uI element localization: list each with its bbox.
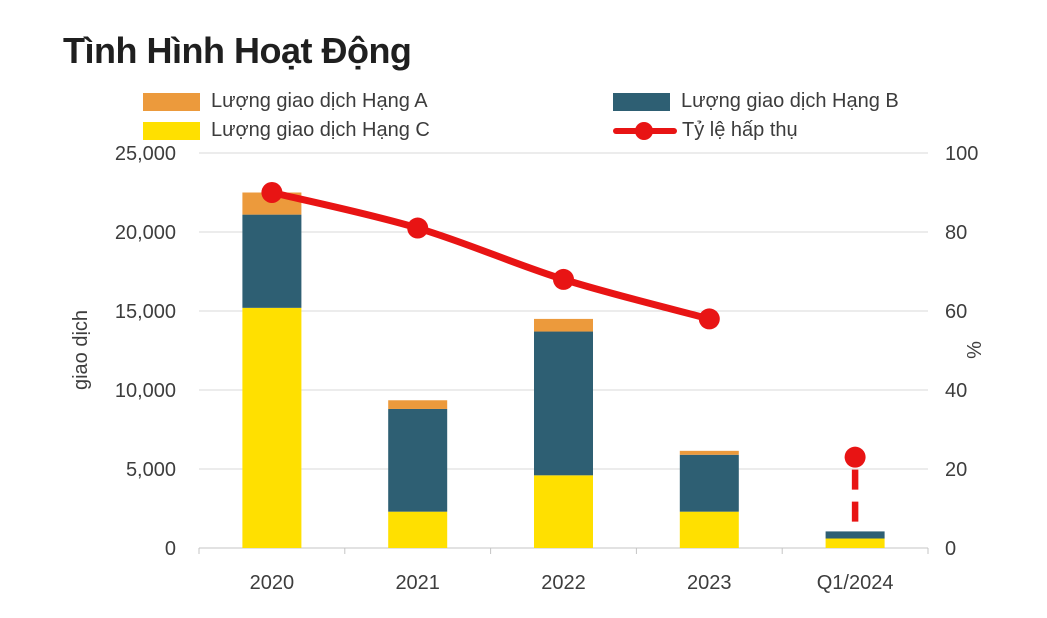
legend-item-hang-a[interactable]: Lượng giao dịch Hạng A [143, 88, 613, 115]
bar-segment[interactable] [825, 531, 885, 539]
legend-item-hang-b[interactable]: Lượng giao dịch Hạng B [613, 88, 899, 115]
absorption-point[interactable] [553, 268, 574, 290]
right-axis-tick-label: 100 [945, 143, 978, 165]
legend-label-ty-le-hap-thu: Tỷ lệ hấp thụ [682, 119, 798, 141]
x-axis-tick-label: 2023 [687, 572, 732, 594]
right-axis-tick-label: 80 [945, 222, 967, 244]
bar-segment[interactable] [679, 454, 739, 512]
bar-segment[interactable] [388, 400, 448, 409]
legend-item-ty-le-hap-thu[interactable]: Tỷ lệ hấp thụ [613, 117, 899, 144]
chart-title: Tình Hình Hoạt Động [63, 30, 412, 71]
right-axis-tick-label: 40 [945, 380, 967, 402]
x-axis-tick-label: 2020 [250, 572, 295, 594]
right-axis-title: % [964, 341, 986, 359]
absorption-point[interactable] [261, 182, 283, 203]
left-axis-tick-label: 20,000 [115, 222, 176, 244]
bar-segment[interactable] [388, 408, 448, 512]
left-axis-tick-label: 15,000 [115, 301, 176, 323]
x-axis-tick-label: 2021 [395, 572, 440, 594]
x-axis-tick-label: 2022 [541, 572, 586, 594]
legend-swatch-hang-a-icon [143, 92, 200, 111]
bar-segment[interactable] [242, 307, 302, 548]
bar-segment[interactable] [679, 450, 739, 455]
right-axis-tick-label: 0 [945, 538, 956, 560]
bar-segment[interactable] [534, 331, 593, 476]
bar-segment[interactable] [825, 538, 885, 548]
left-axis-tick-label: 0 [165, 538, 176, 560]
left-axis-title: giao dịch [70, 310, 92, 390]
legend-swatch-hang-b-icon [613, 92, 670, 111]
bar-segment[interactable] [679, 511, 739, 548]
bar-segment[interactable] [242, 214, 302, 308]
legend-item-hang-c[interactable]: Lượng giao dịch Hạng C [143, 117, 613, 144]
absorption-point[interactable] [407, 217, 429, 239]
x-axis-tick-label: Q1/2024 [817, 572, 894, 594]
absorption-point[interactable] [698, 308, 720, 330]
bar-segment[interactable] [534, 318, 593, 332]
right-axis-tick-label: 60 [945, 301, 967, 323]
legend-label-hang-c: Lượng giao dịch Hạng C [211, 119, 430, 141]
left-axis-tick-label: 5,000 [126, 459, 176, 481]
chart-legend: Lượng giao dịch Hạng A Lượng giao dịch H… [143, 88, 899, 144]
legend-label-hang-b: Lượng giao dịch Hạng B [681, 90, 899, 112]
left-axis-tick-label: 25,000 [115, 143, 176, 165]
bar-segment[interactable] [388, 511, 448, 548]
left-axis-tick-label: 10,000 [115, 380, 176, 402]
absorption-line[interactable] [268, 189, 713, 323]
legend-label-hang-a: Lượng giao dịch Hạng A [211, 90, 428, 112]
legend-line-marker-icon [613, 121, 677, 140]
absorption-point[interactable] [844, 446, 866, 468]
bar-segment[interactable] [534, 475, 593, 548]
right-axis-tick-label: 20 [945, 459, 967, 481]
legend-swatch-hang-c-icon [143, 121, 200, 140]
